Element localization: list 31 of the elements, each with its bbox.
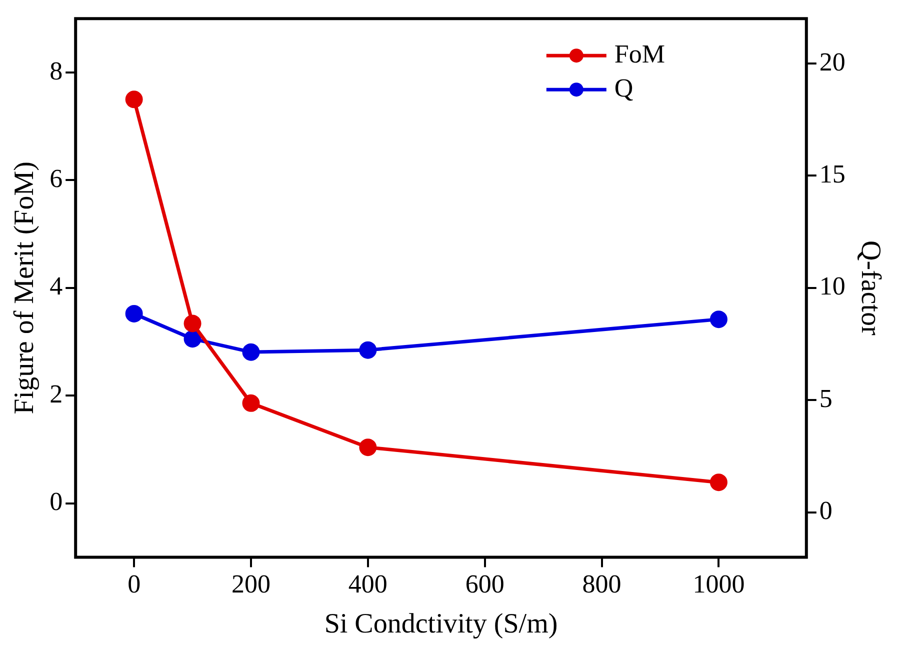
y2-axis-title: Q-factor	[854, 240, 886, 336]
point	[184, 314, 202, 332]
point	[242, 343, 260, 361]
legend-label: Q	[614, 73, 634, 102]
x-axis-title: Si Condctivity (S/m)	[324, 608, 558, 640]
y2-tick-label: 10	[819, 272, 846, 301]
x-tick-label: 800	[582, 570, 622, 599]
y-tick-label: 4	[50, 272, 63, 301]
y-tick-label: 0	[50, 487, 63, 516]
y2-tick-label: 0	[819, 496, 832, 526]
legend-label: FoM	[614, 39, 665, 68]
point	[184, 330, 202, 348]
y-tick-label: 8	[50, 56, 63, 86]
point	[359, 438, 377, 456]
x-tick-label: 200	[231, 570, 270, 599]
y-tick-label: 6	[50, 164, 63, 194]
point	[710, 474, 728, 492]
point	[125, 304, 143, 322]
point	[125, 90, 143, 108]
y2-tick-label: 5	[819, 384, 832, 413]
point	[242, 394, 260, 412]
x-tick-label: 0	[128, 570, 141, 599]
x-tick-label: 400	[348, 570, 388, 599]
y2-tick-label: 15	[819, 160, 846, 189]
x-tick-label: 600	[465, 570, 504, 599]
point	[359, 341, 377, 359]
x-tick-label: 1000	[692, 570, 745, 599]
point	[710, 310, 728, 328]
y-tick-label: 2	[50, 379, 63, 408]
y-axis-title: Figure of Merit (FoM)	[9, 162, 40, 414]
y2-tick-label: 20	[819, 47, 846, 76]
